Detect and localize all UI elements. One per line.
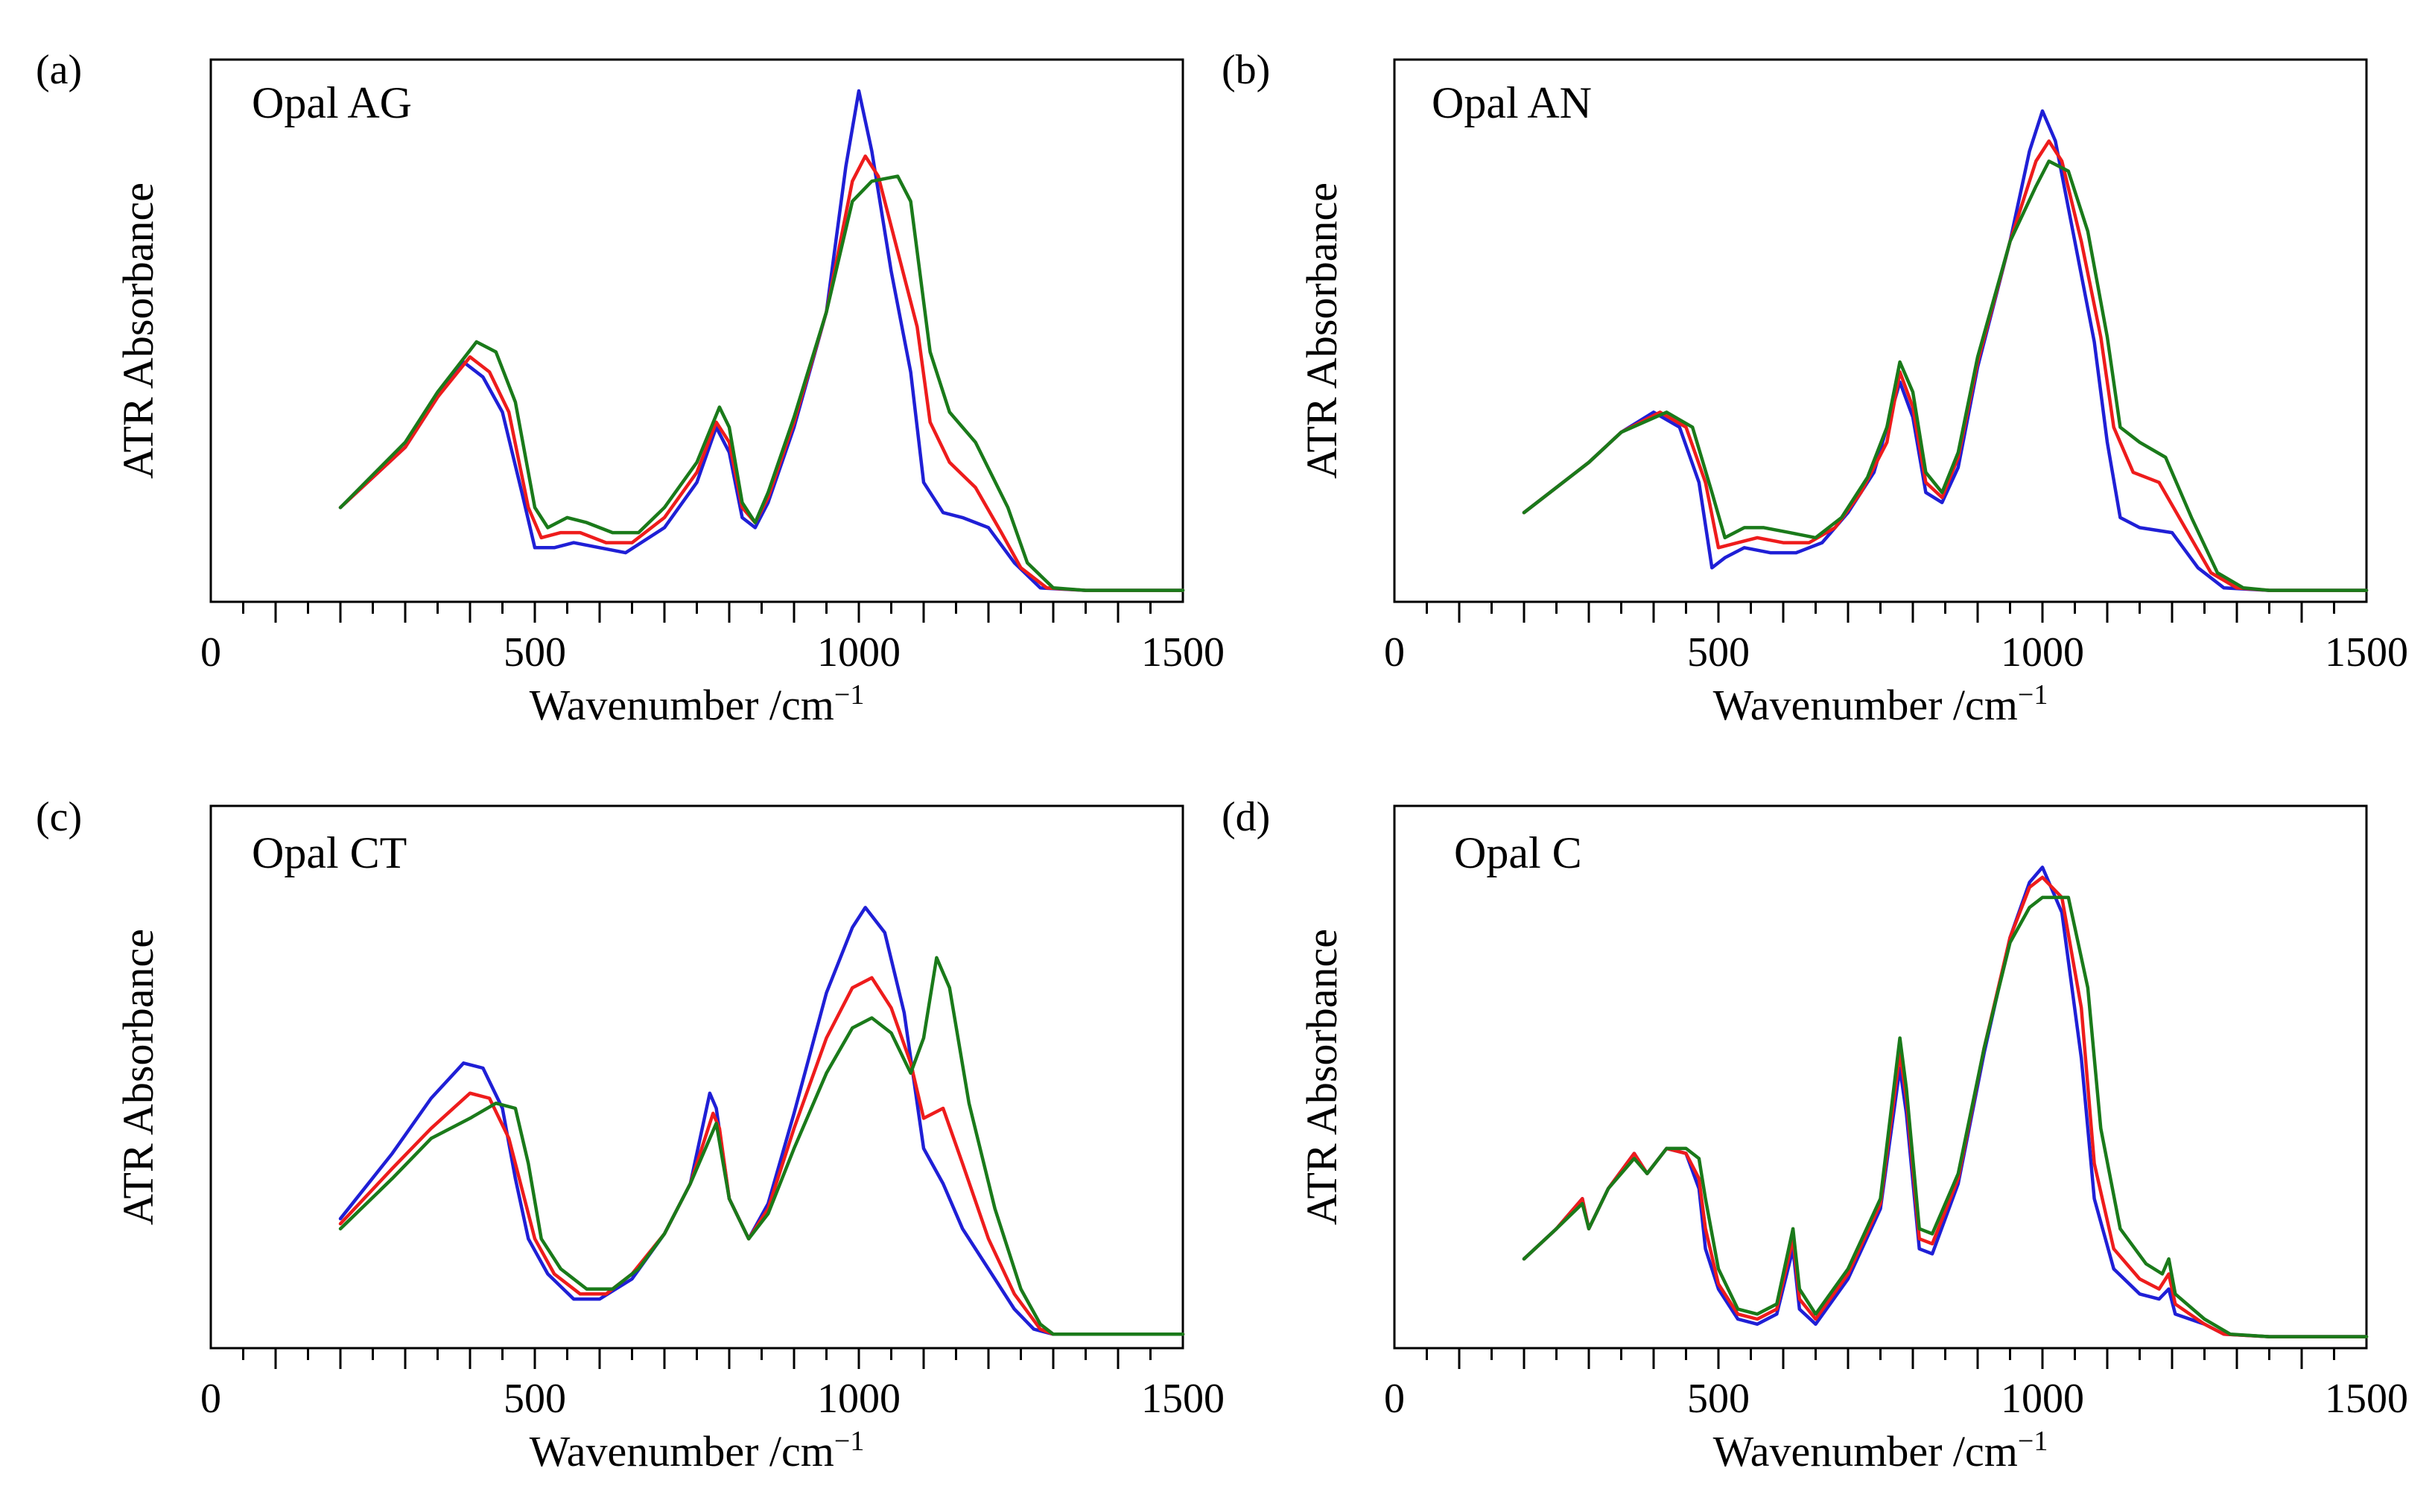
panel-title: Opal AG [252,78,412,127]
panel-title: Opal AN [1432,78,1592,127]
panel-label: (c) [36,794,82,840]
x-tick-label: 0 [1384,1376,1405,1422]
plot-frame [1393,804,2368,1350]
series-line-blue [338,89,1185,592]
y-axis-label: ATR Absorbance [1298,929,1346,1225]
plot-frame [209,58,1184,603]
x-axis-label: Wavenumber /cm−1 [1713,679,2048,729]
y-axis-label: ATR Absorbance [1298,182,1346,479]
chart-panel-1: 0 500 1000 1500 (b) Opal AN ATR Absorbance Wave… [1222,47,2408,729]
x-axis-label: Wavenumber /cm−1 [530,679,865,729]
y-axis-label: ATR Absorbance [114,929,162,1225]
series-line-blue [1522,109,2369,592]
series-line-green [1522,159,2369,592]
panel-label: (a) [36,47,82,93]
panel-title: Opal C [1454,828,1582,877]
chart-panel-0: 0 500 1000 1500 (a) Opal AG ATR Absorbance Wave… [36,47,1225,729]
series-line-blue [1522,865,2369,1338]
panel-label: (b) [1222,47,1270,93]
x-tick-label: 1500 [1141,629,1225,676]
x-tick-label: 1000 [817,629,901,676]
x-tick-label: 1500 [2325,629,2408,676]
panel-label: (d) [1222,794,1270,840]
chart-panel-3: 0 500 1000 1500 (d) Opal C ATR Absorbance Waven… [1222,794,2408,1476]
series-line-red [338,976,1185,1336]
x-tick-label: 500 [504,629,566,676]
x-tick-label: 1000 [2001,629,2084,676]
x-tick-label: 0 [1384,629,1405,676]
x-tick-label: 500 [504,1376,566,1422]
chart-panel-2: 0 500 1000 1500 (c) Opal CT ATR Absorbance Wave… [36,794,1225,1476]
x-tick-label: 0 [200,629,221,676]
series-line-green [1522,895,2369,1338]
panel-title: Opal CT [252,828,407,877]
plot-frame [1393,58,2368,603]
series-line-red [1522,139,2369,592]
y-axis-label: ATR Absorbance [114,182,162,479]
plot-frame [209,804,1184,1350]
x-tick-label: 1500 [1141,1376,1225,1422]
x-tick-label: 1500 [2325,1376,2408,1422]
x-axis-label: Wavenumber /cm−1 [530,1426,865,1476]
x-tick-label: 500 [1687,1376,1750,1422]
series-line-green [338,956,1185,1336]
x-tick-label: 1000 [817,1376,901,1422]
x-axis-label: Wavenumber /cm−1 [1713,1426,2048,1476]
x-tick-label: 1000 [2001,1376,2084,1422]
series-line-green [338,174,1185,592]
series-line-red [338,154,1185,592]
x-tick-label: 500 [1687,629,1750,676]
series-line-red [1522,875,2369,1338]
x-tick-label: 0 [200,1376,221,1422]
